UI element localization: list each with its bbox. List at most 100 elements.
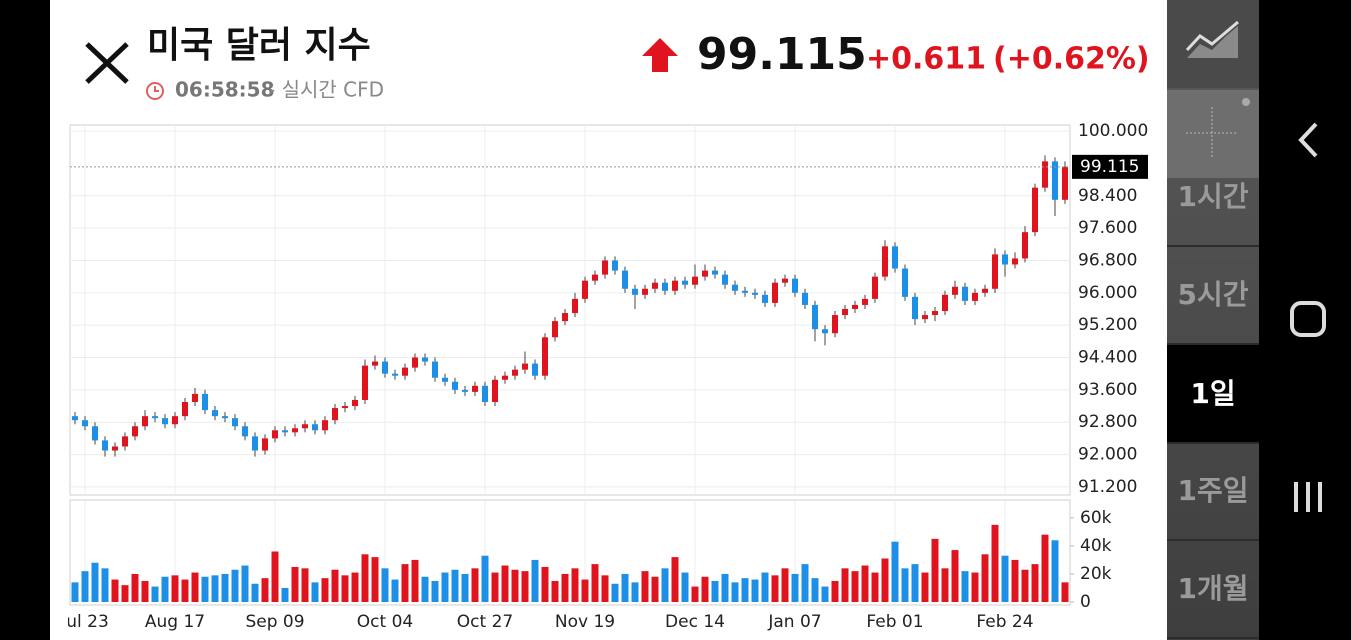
interval-tab[interactable]: 5시간 [1167,278,1259,345]
volume-bar [431,580,439,602]
sidebar: 1시간 5시간 1일 1주일 1개월 [1167,0,1259,640]
last-price: 99.115 [697,29,867,80]
candle-body [702,270,708,277]
volume-bar [91,562,99,602]
y-tick-label: 96.000 [1078,283,1137,303]
candle-body [772,282,778,303]
quote-time: 06:58:58 [175,78,275,102]
volume-bar [871,572,879,602]
tab-label: 1시간 [1177,180,1248,213]
candle-body [982,288,988,293]
candle-body [1002,254,1008,265]
tab-label: 5시간 [1177,278,1248,311]
volume-bar [461,573,469,602]
volume-bar [181,579,189,602]
last-price-box [1072,154,1148,179]
candle-body [392,373,398,376]
candle-body [242,426,248,437]
volume-bar [81,571,89,602]
y-tick-label: 94.400 [1078,348,1137,368]
volume-bar [891,541,899,602]
volume-bar [971,572,979,602]
candle-body [682,280,688,285]
candle-body [1032,187,1038,233]
candle-body [282,430,288,433]
interval-tab[interactable]: 1일 [1167,345,1259,444]
candle-body [922,315,928,320]
volume-bar [371,557,379,602]
candle-body [262,438,268,451]
volume-tick-label: 20k [1080,564,1112,584]
price-change: +0.611 [866,42,986,77]
volume-bar [171,575,179,602]
candle-body [1042,161,1048,188]
volume-bar [1041,534,1049,602]
volume-bar [641,571,649,602]
candle-body [342,406,348,409]
candle-body [532,363,538,376]
volume-bar [761,572,769,602]
volume-bar [791,573,799,602]
candle-body [872,276,878,299]
interval-tab[interactable]: 1주일 [1167,474,1259,541]
candle-body [642,288,648,295]
volume-bar [471,568,479,602]
candle-body [232,418,238,427]
candle-body [1052,161,1058,200]
candle-body [782,278,788,283]
volume-bar [801,564,809,602]
candle-body [572,298,578,314]
volume-bar [511,569,519,602]
volume-bar [71,582,79,602]
volume-bar [301,568,309,602]
candle-body [522,363,528,370]
candle-body [312,424,318,431]
x-tick-label: Sep 09 [245,612,304,632]
candle-body [792,278,798,293]
interval-tab[interactable]: 1개월 [1167,572,1259,639]
candle-body [452,381,458,390]
volume-bar [701,576,709,602]
chart-type-button[interactable] [1167,0,1259,88]
back-button[interactable] [1298,122,1318,158]
candle-body [622,270,628,289]
volume-bar [1001,555,1009,602]
candle-body [222,416,228,419]
candle-body [202,393,208,411]
candle-body [1012,258,1018,265]
candle-body [552,321,558,338]
interval-tab[interactable]: 1시간 [1167,180,1259,247]
y-tick-label: 92.800 [1078,412,1137,432]
candle-body [502,375,508,380]
crosshair-button[interactable] [1167,90,1259,178]
volume-bar [491,572,499,602]
candle-body [942,294,948,312]
candle-body [352,399,358,407]
volume-bar [531,559,539,602]
candle-body [652,282,658,289]
candle-body [662,282,668,291]
close-button[interactable] [85,42,129,84]
volume-bar [241,565,249,602]
volume-bar [681,572,689,602]
candle-body [492,379,498,402]
candle-body [972,292,978,301]
price-plot-frame [69,124,1071,496]
candle-body [732,284,738,291]
volume-bar [311,582,319,602]
volume-tick-label: 40k [1080,536,1112,556]
volume-bar [721,573,729,602]
candle-body [602,260,608,275]
candle-body [952,286,958,295]
recents-button[interactable] [1294,482,1322,512]
volume-bar [571,568,579,602]
candle-body [842,308,848,316]
home-button[interactable] [1290,301,1326,337]
volume-bar [201,576,209,602]
candle-body [712,270,718,275]
volume-bar [111,579,119,602]
candle-body [112,446,118,451]
volume-bar [851,571,859,602]
